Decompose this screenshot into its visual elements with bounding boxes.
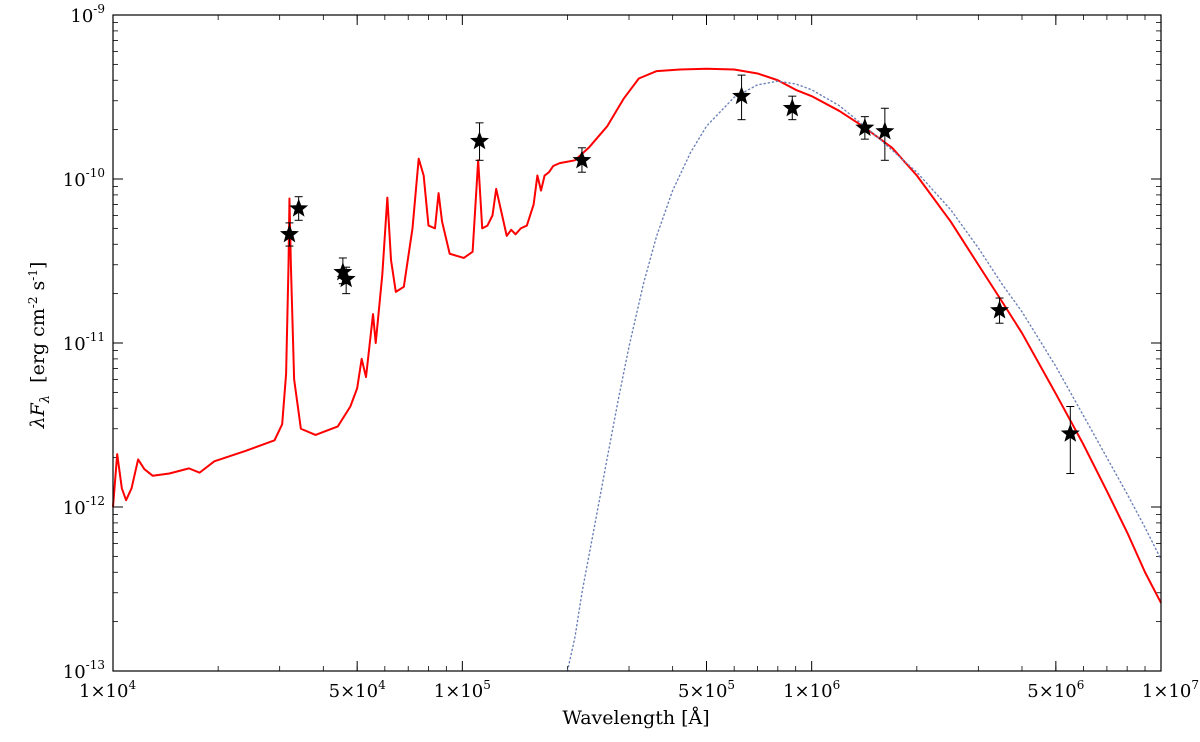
y-tick-labels: 10-13 10-12 10-11 10-10 10-9 — [63, 2, 105, 683]
star-marker — [732, 86, 752, 105]
y-tick-label: 10-13 — [63, 658, 105, 683]
observation-point — [782, 95, 802, 121]
star-marker — [336, 269, 356, 288]
observation-point — [279, 222, 299, 247]
y-axis-label-unit-exp1: -2 — [26, 297, 40, 309]
y-axis-label-unit-open: [erg cm — [27, 308, 49, 383]
y-axis-label-unit-mid: s — [27, 281, 49, 297]
observation-point — [289, 196, 309, 221]
x-tick-label: 1×105 — [434, 678, 491, 702]
x-tick-label: 1×106 — [783, 678, 840, 702]
x-tick-label: 5×106 — [1027, 678, 1084, 702]
x-axis-label: Wavelength [Å] — [562, 707, 709, 729]
observation-point — [855, 116, 875, 140]
star-marker — [279, 224, 299, 243]
observations-layer — [279, 74, 1080, 475]
observation-point — [572, 147, 592, 173]
y-axis-label: λFλ [erg cm-2 s-1] — [26, 262, 53, 430]
observation-point — [732, 74, 752, 121]
x-tick-label: 1×104 — [79, 678, 136, 702]
major-ticks — [112, 14, 1162, 672]
star-marker — [572, 150, 592, 169]
x-tick-label: 5×104 — [329, 678, 386, 702]
star-marker — [470, 131, 490, 150]
y-axis-label-unit-exp2: -1 — [26, 269, 40, 281]
star-marker — [990, 300, 1010, 319]
y-tick-label: 10-10 — [63, 166, 105, 191]
y-axis-label-unit-close: ] — [27, 262, 49, 269]
observation-point — [990, 297, 1010, 324]
plot-frame — [112, 14, 1162, 672]
star-marker — [855, 117, 875, 136]
y-axis-label-subscript: λ — [38, 395, 53, 404]
observation-point — [875, 107, 895, 161]
star-marker — [333, 262, 353, 281]
y-tick-label: 10-9 — [70, 2, 105, 27]
star-marker — [875, 121, 895, 140]
observation-point — [336, 266, 356, 295]
star-marker — [1060, 423, 1080, 442]
y-tick-label: 10-12 — [63, 494, 105, 519]
y-tick-label: 10-11 — [63, 330, 105, 355]
star-marker — [289, 198, 309, 217]
y-axis-label-symbol: λF — [27, 402, 49, 429]
x-tick-label: 5×105 — [678, 678, 735, 702]
observation-point — [470, 122, 490, 161]
x-tick-labels: 1×104 5×104 1×105 5×105 1×106 5×106 1×107 — [79, 678, 1199, 702]
star-marker — [782, 98, 802, 117]
x-tick-label: 1×107 — [1142, 678, 1199, 702]
observation-point — [1060, 406, 1080, 475]
